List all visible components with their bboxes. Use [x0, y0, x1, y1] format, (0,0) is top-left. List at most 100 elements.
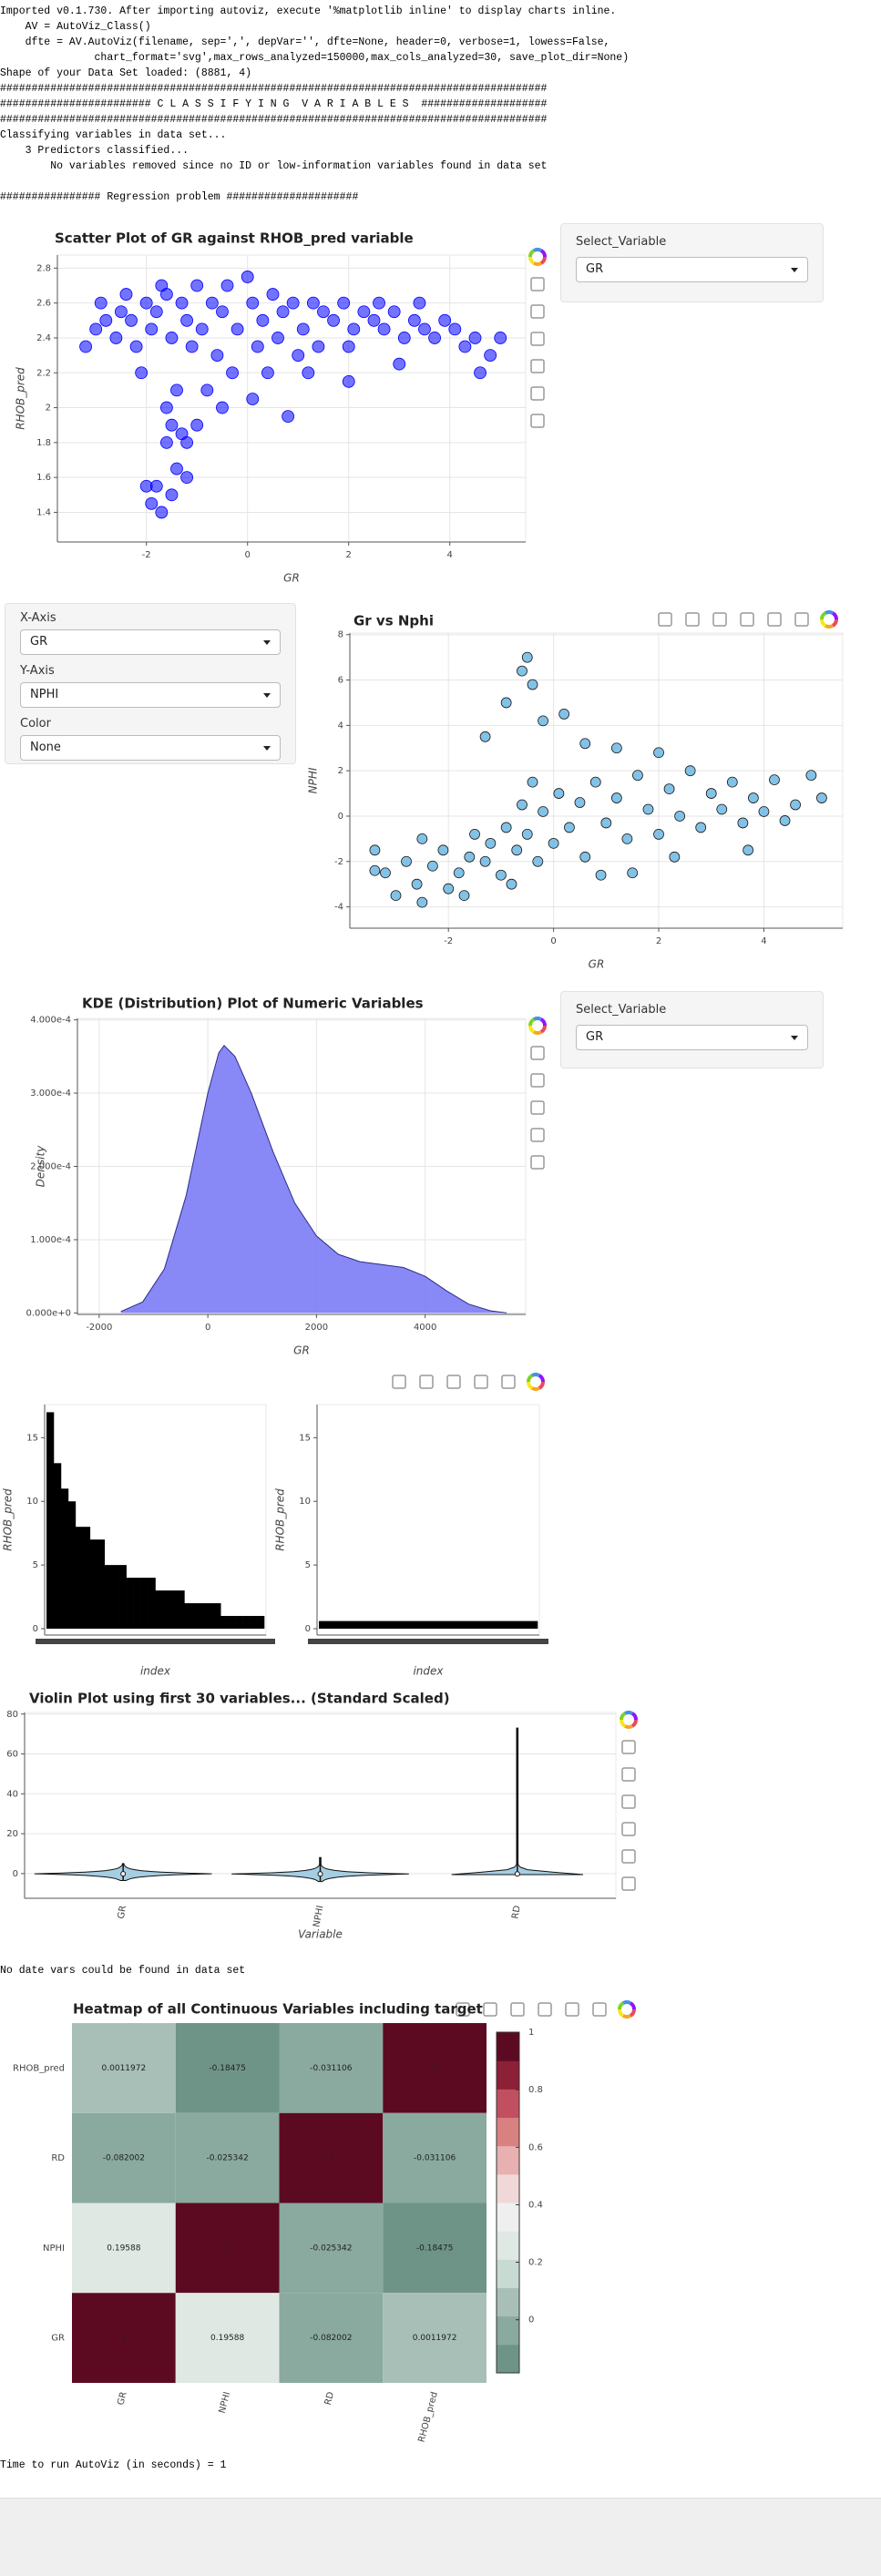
toolbar-button[interactable]: [565, 2002, 579, 2017]
toolbar-button[interactable]: [530, 386, 545, 401]
toolbar-button[interactable]: [530, 1046, 545, 1060]
bar: [155, 1590, 163, 1630]
footer-bar: [0, 2498, 881, 2576]
select-box[interactable]: GR: [576, 1025, 808, 1050]
x-axis-labels-band: [36, 1639, 275, 1644]
toolbar-button[interactable]: [767, 612, 782, 627]
toolbar-button[interactable]: [530, 277, 545, 291]
toolbar-button[interactable]: [685, 612, 700, 627]
scatter-point: [438, 313, 452, 327]
toolbar-button[interactable]: [740, 612, 754, 627]
toolbar-logo: [527, 1374, 534, 1383]
scatter-point: [175, 296, 189, 310]
y-tick-label: 0: [305, 1624, 311, 1634]
scatter-point: [357, 305, 371, 319]
toolbar-logo: [622, 2000, 631, 2005]
scatter-point: [428, 332, 441, 344]
x-tick-label: NPHI: [312, 1905, 325, 1928]
scatter-point: [220, 279, 234, 292]
select-box[interactable]: NPHI: [20, 682, 281, 708]
scatter-point: [327, 313, 340, 327]
toolbar-button[interactable]: [530, 1128, 545, 1142]
toolbar-button[interactable]: [419, 1375, 434, 1389]
toolbar-button[interactable]: [621, 1794, 636, 1809]
y-tick-label: 0: [338, 812, 343, 822]
toolbar-button[interactable]: [621, 1849, 636, 1864]
toolbar-logo: [820, 611, 827, 620]
scatter-point: [558, 709, 570, 720]
toolbar-button[interactable]: [538, 2002, 552, 2017]
bar: [111, 1565, 119, 1630]
scatter-point: [393, 357, 406, 371]
toolbar-logo: [820, 618, 827, 628]
colorbar-tick-label: 0.4: [528, 2200, 543, 2210]
toolbar-button[interactable]: [501, 1375, 516, 1389]
scatter-point: [210, 349, 224, 363]
toolbar-button[interactable]: [483, 2002, 497, 2017]
select-box[interactable]: GR: [576, 257, 808, 282]
scatter-point: [610, 742, 622, 754]
scatter-point: [139, 479, 153, 493]
toolbar-button[interactable]: [658, 612, 672, 627]
x-tick-label: 2: [346, 550, 352, 560]
y-tick-label: 0: [33, 1624, 38, 1634]
select-box[interactable]: GR: [20, 629, 281, 655]
scatter-point: [413, 296, 426, 310]
toolbar-button[interactable]: [446, 1375, 461, 1389]
chart-title: KDE (Distribution) Plot of Numeric Varia…: [82, 996, 424, 1012]
x-axis-label: GR: [589, 958, 605, 971]
toolbar-button[interactable]: [510, 2002, 525, 2017]
bar: [228, 1616, 236, 1630]
x-tick-label: RHOB_pred: [417, 2391, 440, 2444]
scatter-point: [453, 867, 465, 879]
heatmap-cell: [175, 2203, 280, 2294]
toolbar-button[interactable]: [456, 2002, 470, 2017]
colorbar-frame: [496, 2031, 520, 2374]
scatter-point: [521, 828, 533, 840]
log-line: Classifying variables in data set...: [0, 129, 227, 141]
toolbar-button[interactable]: [530, 332, 545, 346]
chart-title: Heatmap of all Continuous Variables incl…: [73, 2001, 483, 2018]
toolbar-button[interactable]: [530, 359, 545, 373]
scatter-point: [241, 271, 254, 283]
toolbar-logo: [629, 2009, 636, 2018]
toolbar-button[interactable]: [392, 1375, 406, 1389]
cell-label: -0.025342: [207, 2154, 249, 2163]
scatter-point: [416, 896, 428, 908]
select-widget: Select_Variable GR: [560, 991, 824, 1068]
axes-panel: X-Axis GR Y-Axis NPHI Color None: [5, 603, 296, 764]
toolbar-button[interactable]: [621, 1740, 636, 1754]
heatmap-cell: [383, 2203, 487, 2294]
scatter-point: [190, 418, 204, 432]
select-box[interactable]: None: [20, 735, 281, 761]
bar: [133, 1578, 141, 1630]
y-axis-label: RHOB_pred: [274, 1488, 287, 1551]
toolbar-button[interactable]: [794, 612, 809, 627]
scatter-point: [115, 305, 128, 319]
scatter-point: [397, 332, 411, 344]
toolbar-button[interactable]: [621, 1767, 636, 1782]
toolbar-button[interactable]: [530, 1100, 545, 1115]
toolbar-button[interactable]: [530, 304, 545, 319]
toolbar-logo: [528, 249, 536, 258]
y-tick-label: 2.000e-4: [30, 1162, 71, 1172]
toolbar-button[interactable]: [592, 2002, 607, 2017]
toolbar-button[interactable]: [530, 1073, 545, 1088]
toolbar-logo: [528, 256, 536, 265]
scatter-point: [448, 322, 462, 336]
bar: [89, 1539, 98, 1630]
toolbar-button[interactable]: [530, 1155, 545, 1170]
heatmap-cell: [279, 2112, 384, 2203]
toolbar-button[interactable]: [712, 612, 727, 627]
log-line: ########################################…: [0, 83, 548, 95]
toolbar-button[interactable]: [621, 1876, 636, 1891]
toolbar-button[interactable]: [530, 414, 545, 428]
scatter-point: [663, 783, 675, 794]
scatter-point: [496, 869, 507, 881]
cell-label: 1: [432, 2064, 437, 2073]
scatter-point: [373, 296, 385, 310]
cell-label: 1: [225, 2244, 230, 2253]
toolbar-button[interactable]: [474, 1375, 488, 1389]
bar: [60, 1488, 69, 1630]
toolbar-button[interactable]: [621, 1822, 636, 1836]
